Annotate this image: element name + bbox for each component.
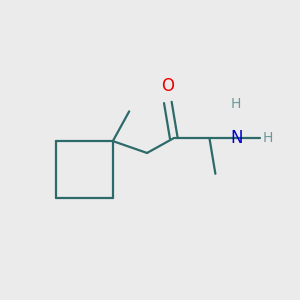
Text: O: O [161,77,174,95]
Text: N: N [230,129,242,147]
Text: H: H [263,131,273,145]
Text: H: H [231,98,242,111]
